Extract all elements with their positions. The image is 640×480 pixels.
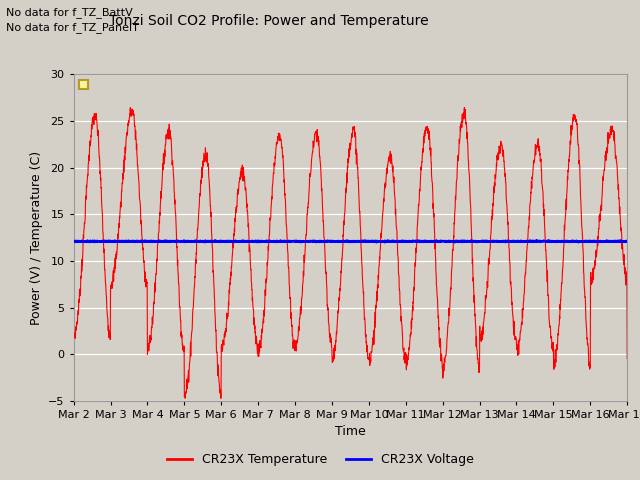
X-axis label: Time: Time [335,425,366,438]
Text: No data for f_TZ_PanelT: No data for f_TZ_PanelT [6,22,140,33]
Text: No data for f_TZ_BattV: No data for f_TZ_BattV [6,7,133,18]
Text: Tonzi Soil CO2 Profile: Power and Temperature: Tonzi Soil CO2 Profile: Power and Temper… [109,14,429,28]
Y-axis label: Power (V) / Temperature (C): Power (V) / Temperature (C) [29,151,43,324]
Legend: CR23X Temperature, CR23X Voltage: CR23X Temperature, CR23X Voltage [161,448,479,471]
Legend:  [79,80,88,89]
